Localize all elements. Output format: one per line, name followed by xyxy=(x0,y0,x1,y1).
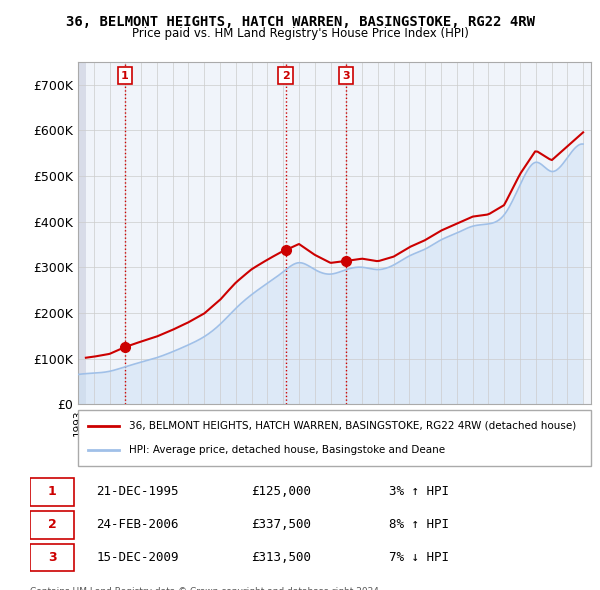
Text: 2: 2 xyxy=(281,71,289,81)
Text: 7% ↓ HPI: 7% ↓ HPI xyxy=(389,551,449,564)
Text: 1: 1 xyxy=(121,71,129,81)
Text: Price paid vs. HM Land Registry's House Price Index (HPI): Price paid vs. HM Land Registry's House … xyxy=(131,27,469,40)
Text: 36, BELMONT HEIGHTS, HATCH WARREN, BASINGSTOKE, RG22 4RW (detached house): 36, BELMONT HEIGHTS, HATCH WARREN, BASIN… xyxy=(130,421,577,431)
Text: Contains HM Land Registry data © Crown copyright and database right 2024.: Contains HM Land Registry data © Crown c… xyxy=(30,587,382,590)
Text: 2: 2 xyxy=(48,518,56,531)
Text: 8% ↑ HPI: 8% ↑ HPI xyxy=(389,518,449,531)
Text: 15-DEC-2009: 15-DEC-2009 xyxy=(96,551,179,564)
Text: 3: 3 xyxy=(48,551,56,564)
Text: HPI: Average price, detached house, Basingstoke and Deane: HPI: Average price, detached house, Basi… xyxy=(130,445,445,455)
FancyBboxPatch shape xyxy=(30,478,74,506)
Text: 24-FEB-2006: 24-FEB-2006 xyxy=(96,518,179,531)
FancyBboxPatch shape xyxy=(78,410,591,466)
Text: 21-DEC-1995: 21-DEC-1995 xyxy=(96,486,179,499)
Text: 36, BELMONT HEIGHTS, HATCH WARREN, BASINGSTOKE, RG22 4RW: 36, BELMONT HEIGHTS, HATCH WARREN, BASIN… xyxy=(65,15,535,29)
Text: £337,500: £337,500 xyxy=(251,518,311,531)
Text: £313,500: £313,500 xyxy=(251,551,311,564)
Text: 3% ↑ HPI: 3% ↑ HPI xyxy=(389,486,449,499)
Text: £125,000: £125,000 xyxy=(251,486,311,499)
FancyBboxPatch shape xyxy=(30,544,74,572)
Text: 1: 1 xyxy=(48,486,56,499)
Text: 3: 3 xyxy=(342,71,350,81)
FancyBboxPatch shape xyxy=(30,511,74,539)
